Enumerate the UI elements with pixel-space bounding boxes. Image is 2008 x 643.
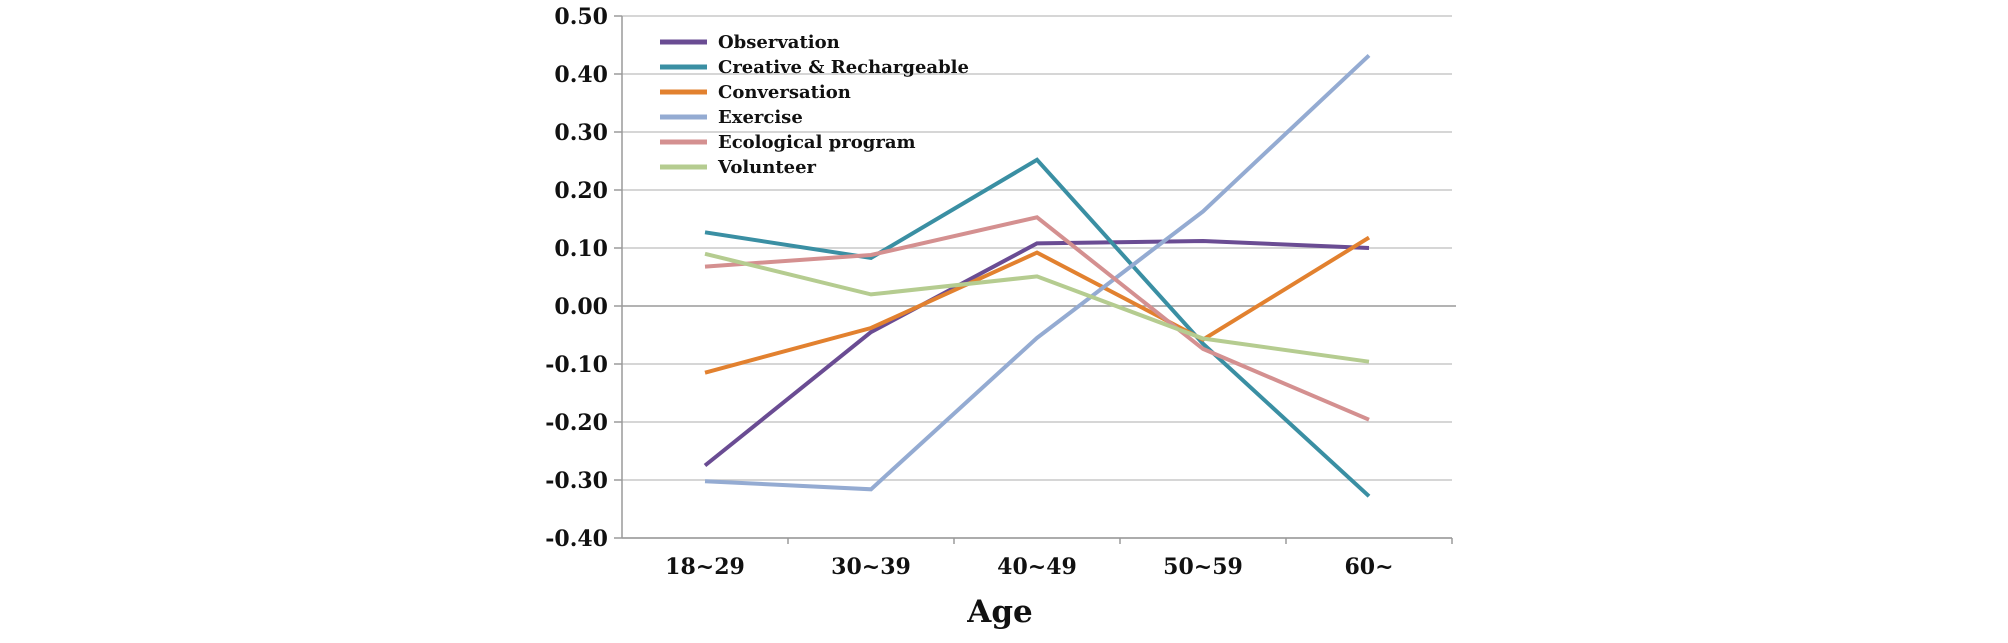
y-tick-label: 0.10 xyxy=(554,236,608,262)
x-tick-label: 40~49 xyxy=(997,554,1077,580)
x-tick-label: 50~59 xyxy=(1163,554,1243,580)
series-line-exercise xyxy=(704,53,1371,492)
y-tick-label: 0.40 xyxy=(554,62,608,88)
y-tick-label: -0.30 xyxy=(545,468,608,494)
series-line-conversation xyxy=(704,235,1371,375)
legend-label: Creative & Rechargeable xyxy=(718,57,969,78)
x-tick-label: 30~39 xyxy=(831,554,911,580)
legend-label: Volunteer xyxy=(717,157,817,178)
y-tick-label: -0.40 xyxy=(545,526,608,552)
y-tick-label: 0.20 xyxy=(554,178,608,204)
legend: Observation Creative & Rechargeable Conver… xyxy=(660,32,969,178)
y-tick-label: -0.10 xyxy=(545,352,608,378)
x-axis-title: Age xyxy=(966,594,1032,630)
legend-label: Exercise xyxy=(718,107,803,128)
y-tick-label: 0.50 xyxy=(554,4,608,30)
axis-layer: 0.50 0.40 0.30 0.20 0.10 0.00 -0.10 -0.20 -0.30 -… xyxy=(545,4,1456,580)
legend-label: Conversation xyxy=(718,82,851,103)
series-layer xyxy=(703,53,1371,498)
series-line-ecological-program xyxy=(704,215,1370,422)
legend-label: Observation xyxy=(718,32,840,53)
y-tick-label: -0.20 xyxy=(545,410,608,436)
series-line-volunteer xyxy=(704,251,1370,364)
y-tick-label: 0.00 xyxy=(554,294,608,320)
series-line-creative-rechargeable xyxy=(704,157,1371,498)
y-tick-label: 0.30 xyxy=(554,120,608,146)
legend-label: Ecological program xyxy=(718,132,916,153)
series-line-observation xyxy=(703,238,1370,468)
x-tick-label: 60~ xyxy=(1344,554,1393,580)
x-tick-label: 18~29 xyxy=(665,554,745,580)
